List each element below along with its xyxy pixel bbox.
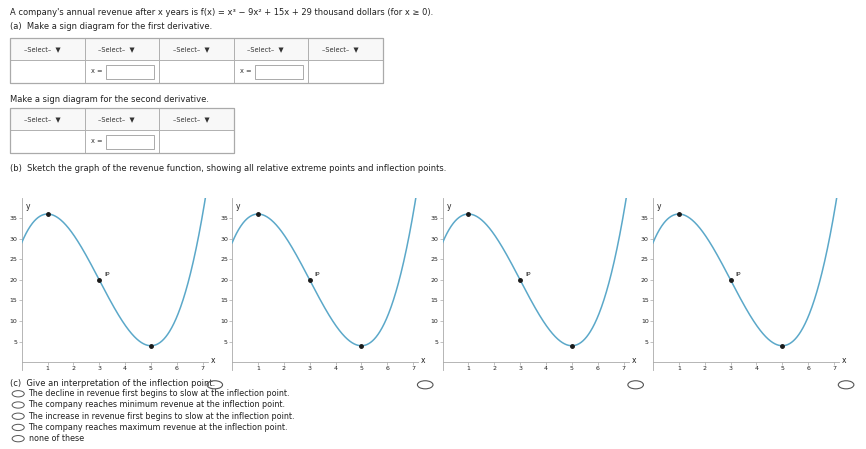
Bar [10, 38, 85, 60]
Bar [159, 108, 234, 130]
Bar [234, 38, 308, 60]
Text: –Select–  ▼: –Select– ▼ [321, 46, 359, 52]
Text: (b)  Sketch the graph of the revenue function, showing all relative extreme poin: (b) Sketch the graph of the revenue func… [10, 164, 447, 173]
Bar [10, 108, 234, 153]
Text: x: x [421, 356, 425, 365]
Bar [234, 60, 308, 83]
Text: x: x [631, 356, 636, 365]
Bar [308, 38, 383, 60]
Text: –Select–  ▼: –Select– ▼ [247, 46, 284, 52]
Text: x: x [210, 356, 215, 365]
Bar [10, 108, 85, 130]
Text: The company reaches maximum revenue at the inflection point.: The company reaches maximum revenue at t… [29, 423, 288, 432]
Bar [10, 130, 85, 153]
Text: y: y [446, 202, 451, 211]
Bar [159, 130, 234, 153]
Bar [106, 135, 154, 149]
Text: IP: IP [105, 272, 110, 277]
Text: y: y [236, 202, 241, 211]
Bar [85, 130, 159, 153]
Text: –Select–  ▼: –Select– ▼ [23, 46, 61, 52]
Text: IP: IP [736, 272, 741, 277]
Text: –Select–  ▼: –Select– ▼ [98, 116, 135, 122]
Text: The increase in revenue first begins to slow at the inflection point.: The increase in revenue first begins to … [29, 412, 295, 421]
Text: Make a sign diagram for the second derivative.: Make a sign diagram for the second deriv… [10, 95, 210, 104]
Text: (a)  Make a sign diagram for the first derivative.: (a) Make a sign diagram for the first de… [10, 22, 213, 31]
Bar [308, 60, 383, 83]
Text: –Select–  ▼: –Select– ▼ [98, 46, 135, 52]
Text: IP: IP [315, 272, 320, 277]
Text: –Select–  ▼: –Select– ▼ [172, 116, 210, 122]
Text: –Select–  ▼: –Select– ▼ [172, 46, 210, 52]
Bar [10, 60, 85, 83]
Bar [159, 38, 234, 60]
Text: The decline in revenue first begins to slow at the inflection point.: The decline in revenue first begins to s… [29, 389, 290, 398]
Text: x: x [842, 356, 846, 365]
Text: x =: x = [91, 138, 102, 145]
Text: –Select–  ▼: –Select– ▼ [23, 116, 61, 122]
Text: A company's annual revenue after x years is f(x) = x³ − 9x² + 15x + 29 thousand : A company's annual revenue after x years… [10, 8, 434, 17]
Text: The company reaches minimum revenue at the inflection point.: The company reaches minimum revenue at t… [29, 401, 286, 409]
Bar [85, 38, 159, 60]
Bar [255, 65, 303, 79]
Text: x =: x = [91, 68, 102, 75]
Bar [85, 108, 159, 130]
Bar [159, 60, 234, 83]
Text: x =: x = [240, 68, 251, 75]
Text: (c)  Give an interpretation of the inflection point.: (c) Give an interpretation of the inflec… [10, 379, 216, 388]
Text: y: y [656, 202, 662, 211]
Text: y: y [25, 202, 30, 211]
Text: IP: IP [526, 272, 531, 277]
Bar [106, 65, 154, 79]
Bar [85, 60, 159, 83]
Bar [10, 38, 383, 83]
Text: none of these: none of these [29, 434, 84, 443]
